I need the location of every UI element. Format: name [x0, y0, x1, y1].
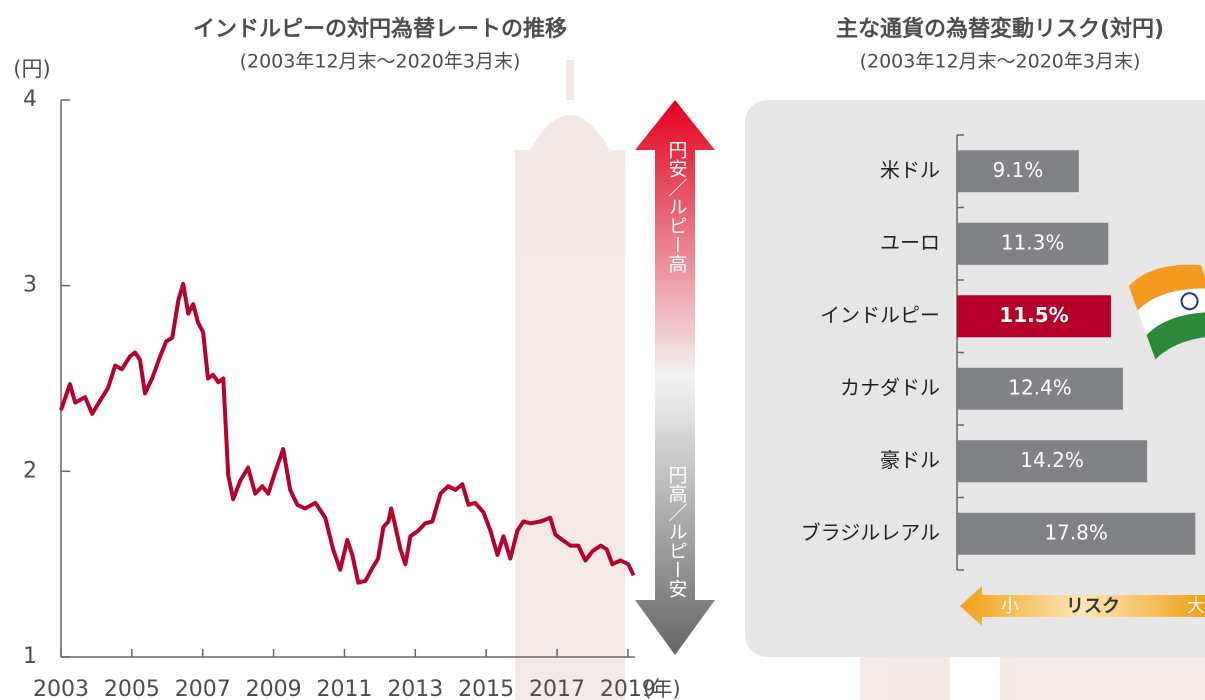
x-tick-label: 2009 — [246, 677, 302, 700]
x-tick-label: 2005 — [104, 677, 160, 700]
category-label: インドルピー — [820, 303, 940, 327]
x-tick-label: 2007 — [175, 677, 231, 700]
chart-page: インドルピーの対円為替レートの推移 (2003年12月末～2020年3月末) (… — [0, 0, 1205, 700]
x-tick-label: 2015 — [458, 677, 514, 700]
y-tick-label: 4 — [23, 87, 37, 112]
value-label: 11.3% — [1001, 230, 1065, 254]
x-tick-label: 2019 — [600, 677, 656, 700]
category-label: カナダドル — [840, 375, 940, 399]
risk-low-label: 小 — [1001, 596, 1019, 617]
value-label: 9.1% — [993, 158, 1044, 182]
value-label: 14.2% — [1020, 448, 1084, 472]
chart-title: インドルピーの対円為替レートの推移 — [193, 16, 567, 42]
y-tick-label: 3 — [23, 273, 37, 298]
chart-subtitle: (2003年12月末～2020年3月末) — [860, 51, 1141, 73]
category-label: ユーロ — [880, 230, 940, 254]
category-label: 豪ドル — [880, 448, 940, 472]
category-label: 米ドル — [880, 158, 940, 182]
risk-label: リスク — [1066, 596, 1120, 617]
value-label: 11.5% — [999, 303, 1068, 327]
y-axis-label: (円) — [13, 57, 50, 81]
x-tick-label: 2011 — [316, 677, 372, 700]
chart-subtitle: (2003年12月末～2020年3月末) — [240, 51, 521, 73]
category-label: ブラジルレアル — [801, 520, 940, 544]
value-label: 12.4% — [1008, 375, 1072, 399]
chart-title: 主な通貨の為替変動リスク(対円) — [836, 16, 1164, 42]
risk-high-label: 大 — [1187, 596, 1205, 617]
x-tick-label: 2017 — [529, 677, 585, 700]
x-tick-label: 2013 — [387, 677, 443, 700]
value-label: 17.8% — [1044, 520, 1108, 544]
annotation: 円安／ルピー高 — [666, 140, 688, 273]
y-tick-label: 2 — [23, 458, 37, 483]
y-tick-label: 1 — [23, 644, 37, 669]
annotation: 円高／ルピー安 — [666, 465, 688, 598]
x-tick-label: 2003 — [33, 677, 89, 700]
